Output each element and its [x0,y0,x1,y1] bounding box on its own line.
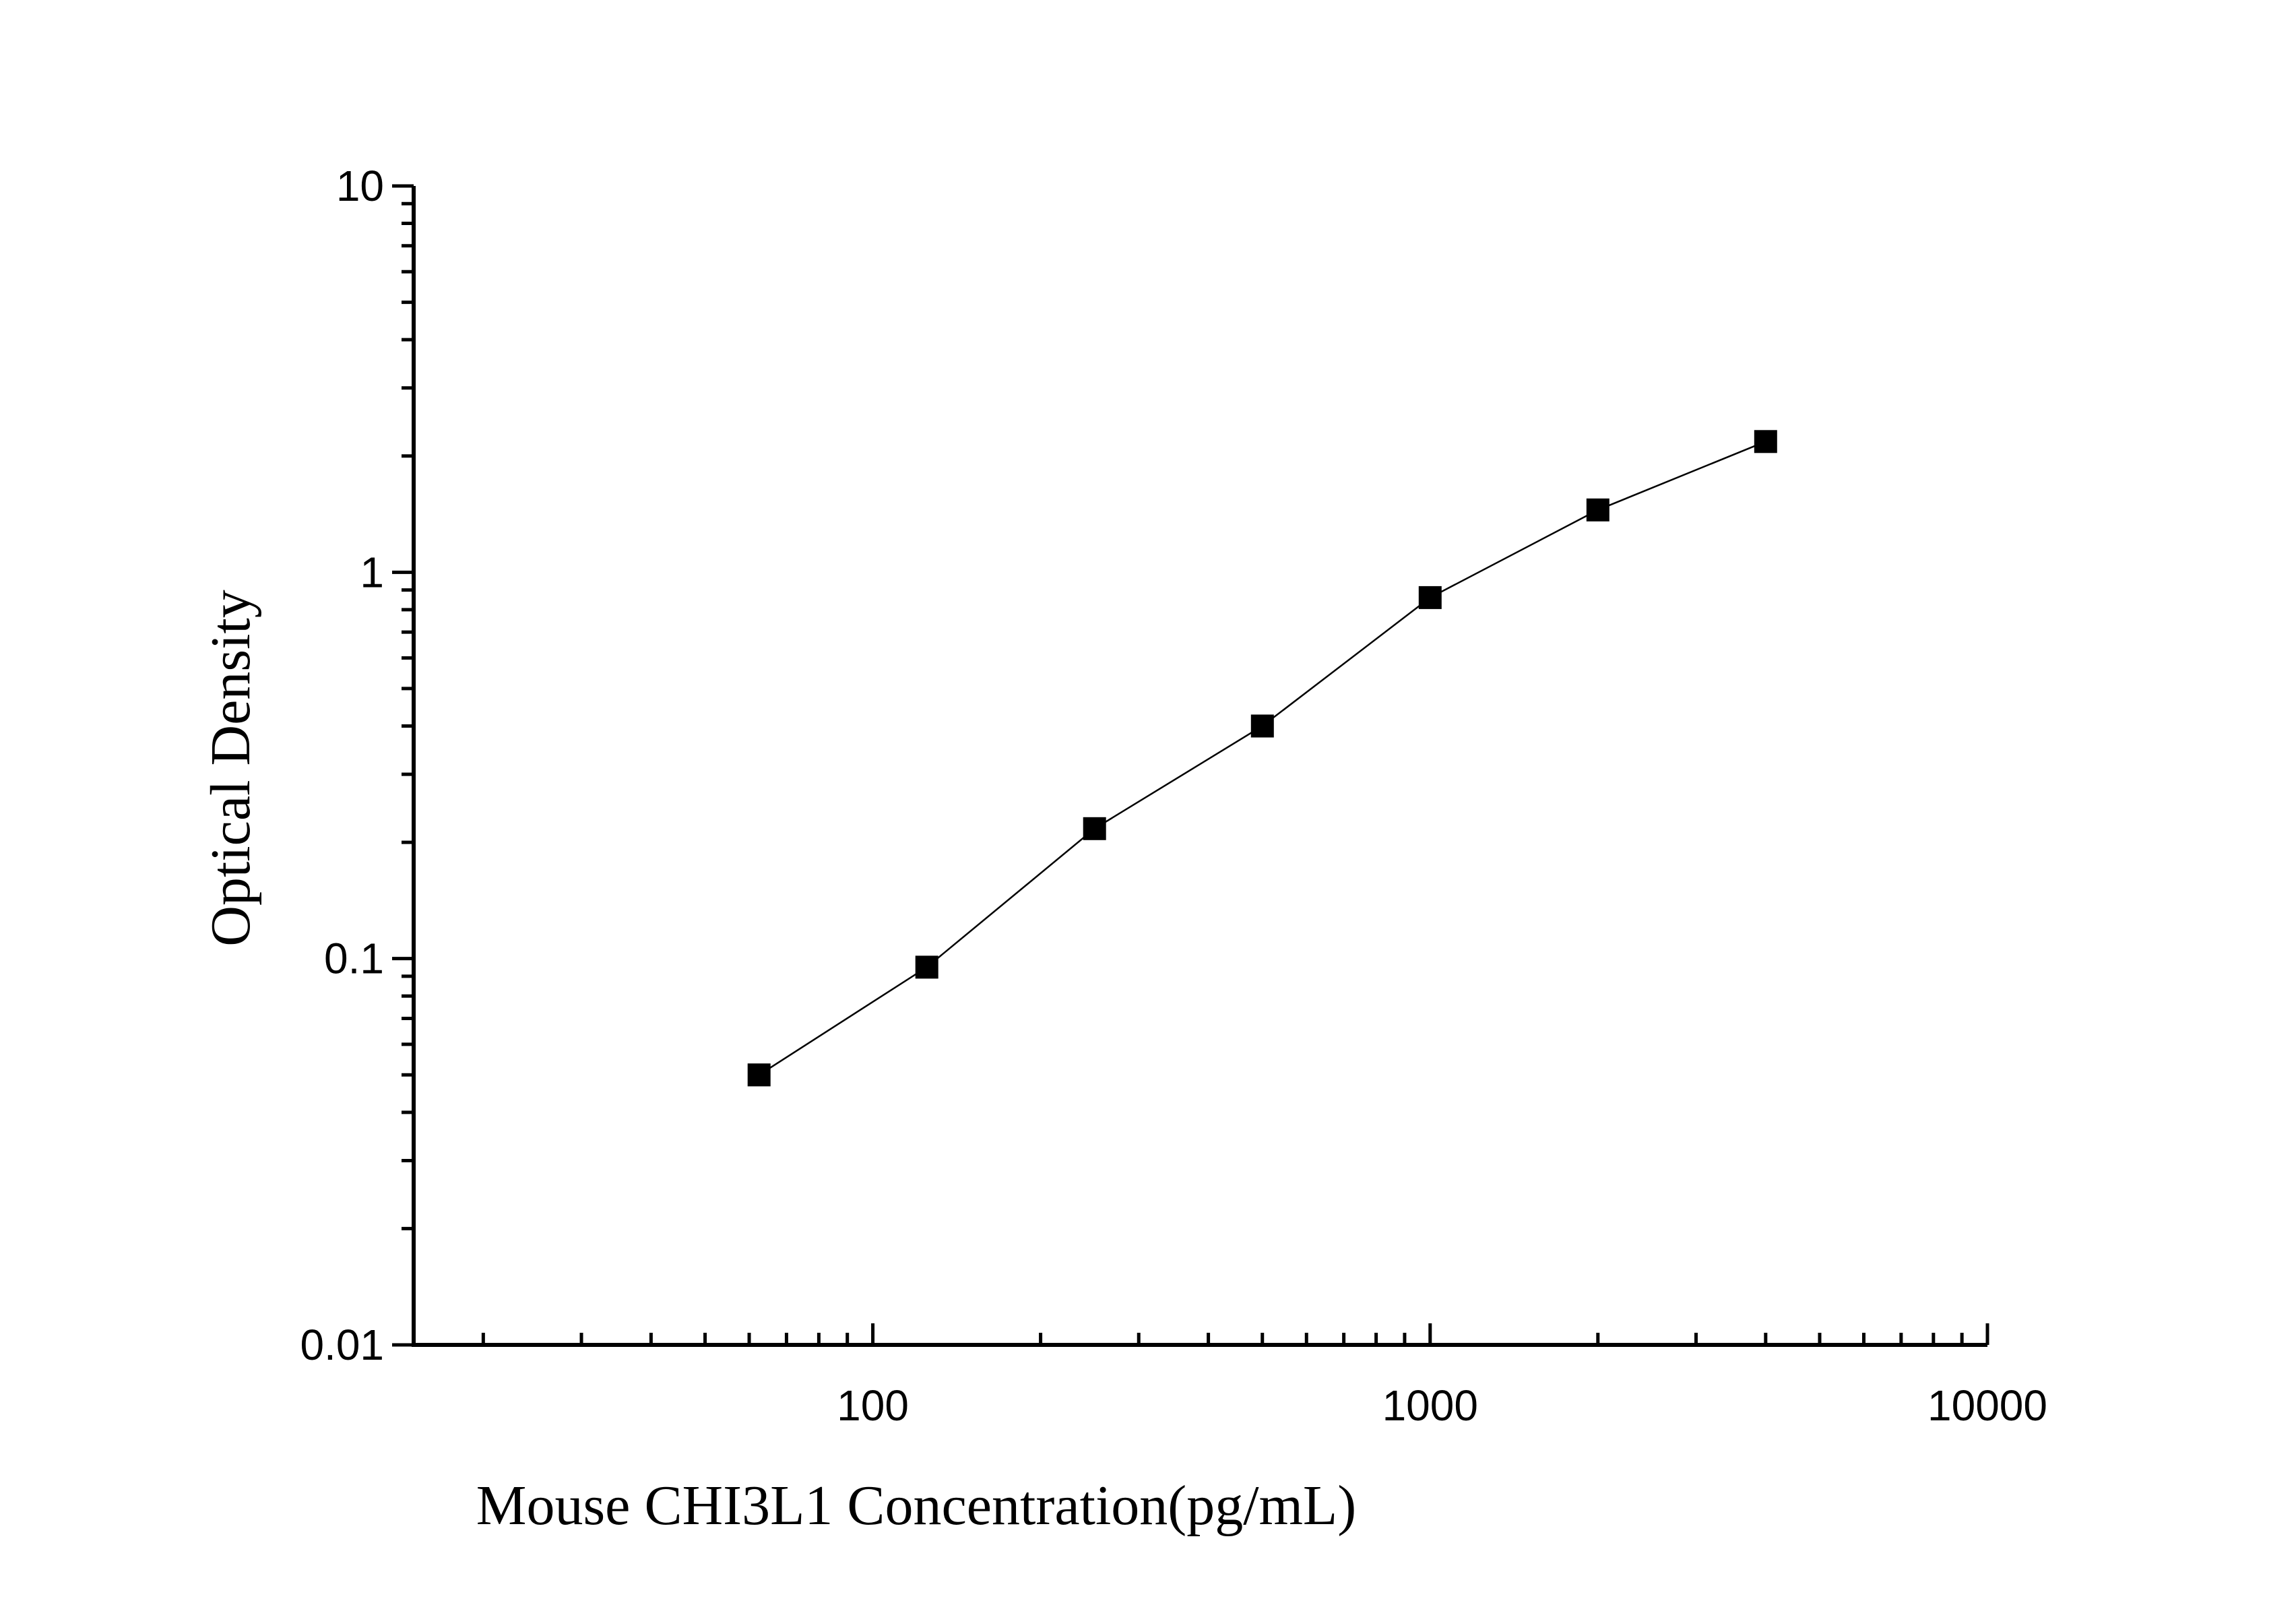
data-point [1250,714,1274,738]
axes [412,186,1987,1347]
series-line [759,441,1766,1076]
ticks: 100 1000 10000 0.01 0.1 1 10 [300,162,2047,1430]
data-point [747,1063,771,1087]
x-tick-label: 10000 [1927,1381,2047,1430]
y-tick-label: 10 [336,162,384,210]
data-point [1083,817,1106,840]
y-tick-label: 1 [360,548,384,596]
data-point [915,955,938,979]
y-tick-label: 0.01 [300,1321,384,1369]
x-axis-label: Mouse CHI3L1 Concentration(pg/mL) [476,1474,1356,1537]
x-tick-label: 1000 [1382,1381,1478,1430]
x-tick-label: 100 [837,1381,909,1430]
data-point [1586,498,1609,522]
y-tick-label: 0.1 [324,935,384,983]
data-point [1418,586,1442,609]
data-point [1754,430,1777,453]
series [747,430,1777,1087]
y-axis-label: Optical Density [199,590,262,947]
